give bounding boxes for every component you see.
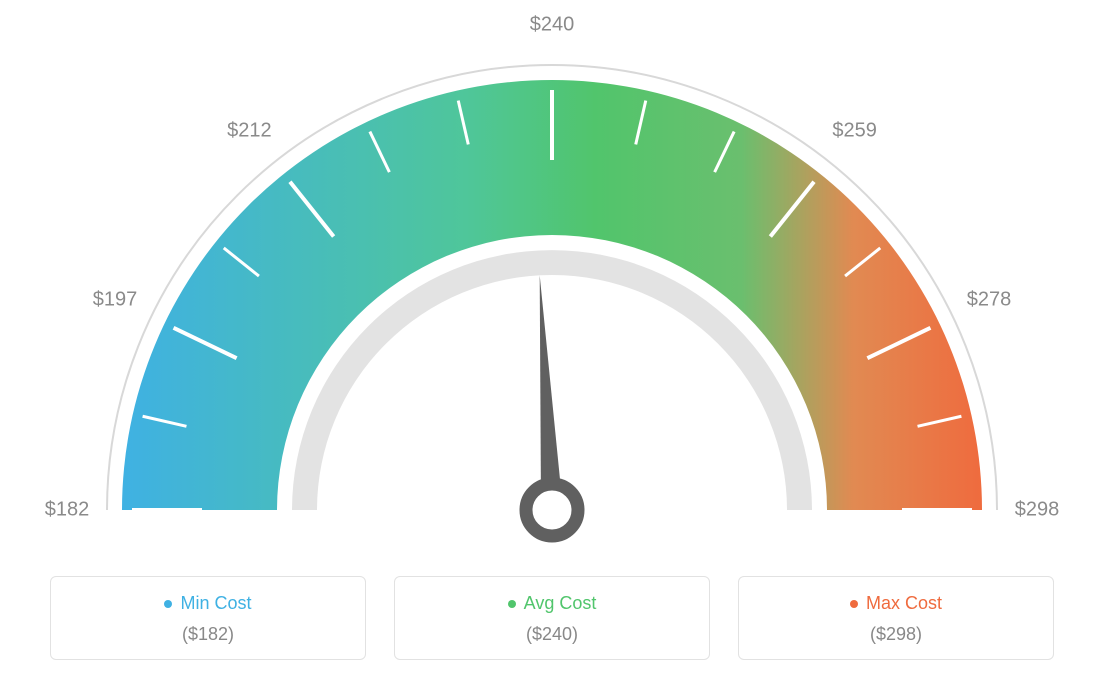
dot-avg-icon [508, 600, 516, 608]
gauge-tick-label: $182 [45, 499, 90, 522]
gauge-tick-label: $278 [967, 288, 1012, 311]
legend-max-label: Max Cost [866, 593, 942, 614]
legend-card-avg: Avg Cost ($240) [394, 576, 710, 660]
gauge-svg [22, 20, 1082, 560]
gauge-tick-label: $212 [227, 119, 272, 142]
legend-title-avg: Avg Cost [508, 593, 597, 614]
legend-avg-label: Avg Cost [524, 593, 597, 614]
dot-max-icon [850, 600, 858, 608]
gauge-chart: $182 $197 $212 $240 $259 $278 $298 [0, 0, 1104, 560]
legend-avg-value: ($240) [405, 624, 699, 645]
legend-card-max: Max Cost ($298) [738, 576, 1054, 660]
legend-min-value: ($182) [61, 624, 355, 645]
gauge-tick-label: $197 [93, 288, 138, 311]
legend-card-min: Min Cost ($182) [50, 576, 366, 660]
gauge-tick-label: $240 [530, 14, 575, 37]
legend-title-max: Max Cost [850, 593, 942, 614]
legend-min-label: Min Cost [180, 593, 251, 614]
legend-row: Min Cost ($182) Avg Cost ($240) Max Cost… [50, 576, 1054, 660]
gauge-tick-label: $259 [832, 119, 877, 142]
legend-max-value: ($298) [749, 624, 1043, 645]
dot-min-icon [164, 600, 172, 608]
gauge-tick-label: $298 [1015, 499, 1060, 522]
legend-title-min: Min Cost [164, 593, 251, 614]
